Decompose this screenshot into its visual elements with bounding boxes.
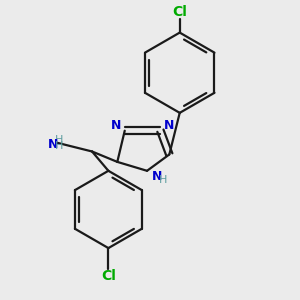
Text: N: N [48, 138, 59, 151]
Text: N: N [164, 119, 174, 132]
Text: Cl: Cl [101, 269, 116, 283]
Text: H: H [55, 135, 63, 145]
Text: N: N [111, 119, 121, 132]
Text: H: H [55, 141, 64, 151]
Text: H: H [159, 175, 168, 185]
Text: Cl: Cl [172, 5, 187, 20]
Text: N: N [152, 170, 163, 183]
